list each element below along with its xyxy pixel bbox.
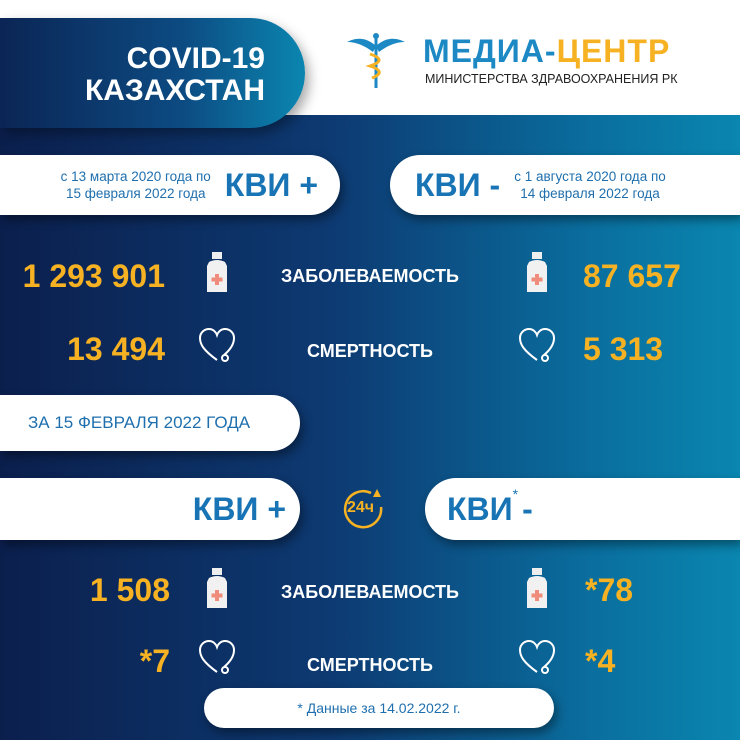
heart-stethoscope-icon <box>198 328 236 362</box>
kvi-minus-sign: - <box>522 490 533 527</box>
footnote: * Данные за 14.02.2022 г. <box>297 700 461 716</box>
period-right-line1: с 1 августа 2020 года по <box>514 169 666 184</box>
daily-deaths-label: СМЕРТНОСТЬ <box>306 655 433 675</box>
total-left-deaths: 13 494 <box>67 331 165 367</box>
total-right-deaths: 5 313 <box>583 331 664 367</box>
medicine-bottle-icon <box>527 568 547 608</box>
medicine-bottle-icon <box>207 568 227 608</box>
daily-right-deaths: *4 <box>585 643 616 679</box>
title-banner: COVID-19 КАЗАХСТАН <box>0 18 305 128</box>
daily-kvi-plus-label: КВИ + <box>192 490 286 527</box>
daily-kvi-minus-label: КВИ <box>447 490 513 527</box>
daily-right-pill: КВИ * - <box>425 478 740 540</box>
logo-text-media: МЕДИА- <box>423 32 557 69</box>
total-right-pill: КВИ - с 1 августа 2020 года по 14 февраля… <box>390 155 740 215</box>
caduceus-icon <box>347 33 405 88</box>
medicine-bottle-icon <box>207 252 227 292</box>
total-right-cases: 87 657 <box>583 258 681 294</box>
footnote-pill: * Данные за 14.02.2022 г. <box>204 688 554 728</box>
daily-cases-label: ЗАБОЛЕВАЕМОСТЬ <box>281 582 459 602</box>
daily-left-cases: 1 508 <box>89 572 170 608</box>
medicine-bottle-icon <box>527 252 547 292</box>
total-left-pill: с 13 марта 2020 года по 15 февраля 2022 г… <box>0 155 340 215</box>
logo-subtitle: МИНИСТЕРСТВА ЗДРАВООХРАНЕНИЯ РК <box>425 71 678 86</box>
heart-stethoscope-icon <box>198 640 236 674</box>
clock-24h-icon: 24ч <box>341 487 385 531</box>
date-label: ЗА 15 ФЕВРАЛЯ 2022 ГОДА <box>28 413 251 432</box>
period-left-line2: 15 февраля 2022 года <box>65 186 206 201</box>
total-left-cases: 1 293 901 <box>22 258 165 294</box>
kvi-plus-label: КВИ + <box>224 166 318 203</box>
date-pill: ЗА 15 ФЕВРАЛЯ 2022 ГОДА <box>0 395 300 451</box>
period-left-line1: с 13 марта 2020 года по <box>60 169 211 184</box>
daily-right-cases: *78 <box>585 572 634 608</box>
kvi-minus-label: КВИ - <box>415 166 501 203</box>
cases-label: ЗАБОЛЕВАЕМОСТЬ <box>281 266 459 286</box>
title-line1: COVID-19 <box>126 42 265 75</box>
deaths-label: СМЕРТНОСТЬ <box>306 341 433 361</box>
title-line2: КАЗАХСТАН <box>85 74 265 107</box>
daily-left-deaths: *7 <box>139 643 170 679</box>
daily-left-pill: КВИ + <box>0 478 300 540</box>
heart-stethoscope-icon <box>518 640 556 674</box>
logo: МЕДИА-ЦЕНТР МИНИСТЕРСТВА ЗДРАВООХРАНЕНИЯ… <box>345 28 735 90</box>
clock-24h-label: 24ч <box>347 499 375 516</box>
kvi-asterisk: * <box>512 486 519 502</box>
logo-text-center: ЦЕНТР <box>556 32 671 69</box>
period-right-line2: 14 февраля 2022 года <box>520 186 660 201</box>
heart-stethoscope-icon <box>518 328 556 362</box>
